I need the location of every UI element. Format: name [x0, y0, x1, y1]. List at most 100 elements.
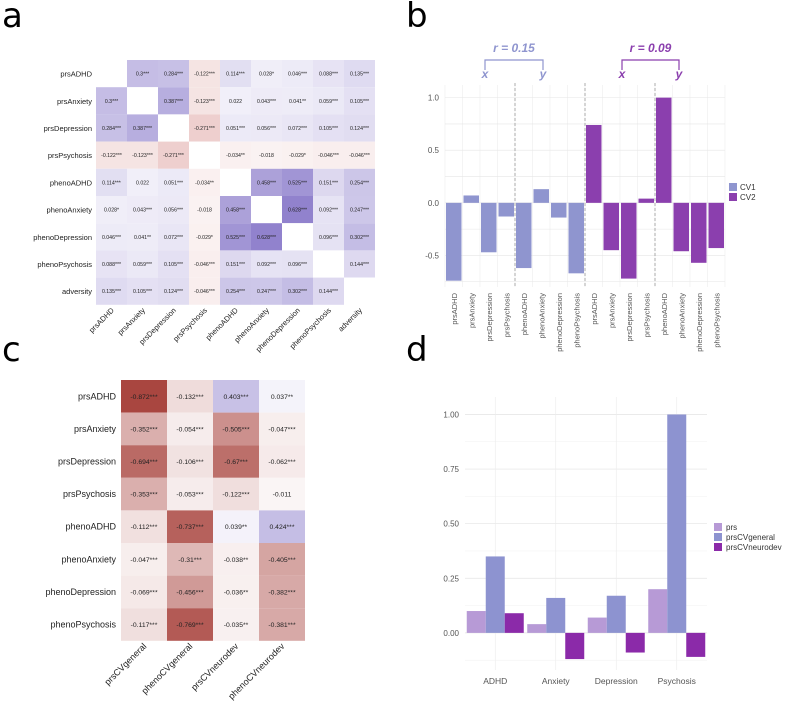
heatmap-cell	[121, 445, 167, 478]
heatmap-cell	[158, 223, 189, 251]
x-tick-label: phenoPsychosis	[712, 293, 721, 348]
heatmap-cell	[344, 87, 375, 115]
heatmap-cell-label: 0.072***	[288, 126, 307, 132]
heatmap-cell-label: 0.135***	[350, 72, 369, 78]
heatmap-cell	[282, 168, 313, 196]
heatmap-cell-label: -0.769***	[176, 622, 204, 629]
heatmap-cell-label: 0.525***	[288, 180, 307, 186]
heatmap-cell	[220, 141, 251, 169]
x-tick-label: prsDepression	[485, 293, 494, 341]
heatmap-cell	[259, 380, 305, 413]
heatmap-cell	[313, 223, 344, 251]
heatmap-cell	[213, 543, 259, 576]
heatmap-cell-label: 0.247***	[350, 208, 369, 214]
heatmap-cell	[213, 412, 259, 446]
heatmap-cell-label: 0.041**	[289, 99, 306, 105]
heatmap-cell-label: 0.088***	[102, 262, 121, 268]
bar-cv2	[691, 202, 707, 263]
heatmap-cell	[167, 380, 213, 413]
heatmap-col-label: prsAnxiety	[116, 306, 147, 337]
heatmap-row-label: phenoADHD	[50, 178, 93, 187]
bar-prscvneurodev	[686, 632, 706, 657]
heatmap-cell	[313, 168, 344, 196]
panel-letter-a: a	[2, 0, 23, 36]
heatmap-cell	[251, 196, 282, 224]
x-tick-label: Depression	[595, 676, 638, 686]
heatmap-cell	[96, 277, 127, 305]
y-tick-label: 0.75	[443, 465, 459, 474]
heatmap-cell	[344, 250, 375, 278]
legend-swatch	[714, 523, 722, 531]
heatmap-cell	[220, 223, 251, 251]
bar-prscvneurodev	[504, 613, 524, 633]
heatmap-cell-label: 0.628***	[257, 235, 276, 241]
heatmap-cell-label: -0.053***	[176, 492, 204, 499]
heatmap-cell-label: 0.124***	[164, 289, 183, 295]
heatmap-cell-label: 0.096***	[288, 262, 307, 268]
heatmap-cell	[313, 114, 344, 142]
heatmap-cell-label: 0.284***	[102, 126, 121, 132]
heatmap-cell	[189, 223, 220, 251]
heatmap-cell	[189, 277, 220, 305]
heatmap-cell-label: 0.144***	[350, 262, 369, 268]
heatmap-c: -0.872*** -0.132*** 0.403*** 0.037** -0.352*…	[45, 380, 305, 701]
heatmap-row-label: prsPsychosis	[63, 489, 117, 499]
heatmap-cell	[96, 87, 127, 115]
heatmap-cell-label: -0.112***	[131, 524, 158, 531]
heatmap-cell	[121, 608, 167, 641]
heatmap-cell-label: 0.284***	[164, 72, 183, 78]
heatmap-cell-label: 0.096***	[319, 235, 338, 241]
heatmap-cell	[282, 250, 313, 278]
x-tick-label: prsPsychosis	[502, 293, 511, 337]
heatmap-cell	[158, 87, 189, 115]
legend-label: prs	[726, 523, 737, 532]
heatmap-cell	[189, 250, 220, 278]
bar-prs	[527, 624, 547, 633]
legend-swatch	[714, 533, 722, 541]
heatmap-cell	[167, 477, 213, 511]
panel-letter-d: d	[406, 330, 428, 370]
heatmap-row-label: phenoDepression	[45, 587, 116, 597]
bar-cv2	[656, 97, 672, 203]
x-tick-label: phenoDepression	[555, 293, 564, 352]
heatmap-cell	[127, 196, 158, 224]
x-tick-label: prsAnxiety	[467, 293, 476, 328]
heatmap-cell-label: 0.059***	[133, 262, 152, 268]
heatmap-cell	[96, 60, 127, 88]
y-tick-label: 0.0	[428, 199, 440, 208]
y-tick-label: 0.00	[443, 629, 459, 638]
heatmap-cell	[313, 87, 344, 115]
bar-prscvgeneral	[485, 556, 505, 633]
heatmap-cell-label: 0.037**	[271, 394, 294, 401]
y-tick-label: 0.5	[428, 146, 440, 155]
heatmap-cell	[344, 223, 375, 251]
heatmap-cell-label: 0.628***	[288, 208, 307, 214]
heatmap-cell-label: -0.117***	[131, 622, 158, 629]
bar-cv1	[498, 202, 514, 217]
heatmap-cell	[167, 510, 213, 543]
heatmap-cell-label: 0.028*	[259, 72, 274, 78]
x-tick-label: prsADHD	[590, 292, 599, 324]
heatmap-cell-label: -0.062***	[268, 459, 296, 466]
bar-cv1	[551, 202, 567, 218]
annotation-x: x	[618, 67, 627, 81]
heatmap-cell-label: 0.022	[229, 99, 242, 105]
heatmap-cell	[213, 477, 259, 511]
bar-cv1	[446, 202, 462, 281]
heatmap-cell	[121, 380, 167, 413]
legend-label: CV2	[740, 193, 756, 202]
heatmap-cell-label: -0.122***	[194, 72, 215, 78]
heatmap-cell	[251, 250, 282, 278]
heatmap-cell-label: -0.123***	[194, 99, 215, 105]
heatmap-cell-label: 0.028*	[104, 208, 119, 214]
heatmap-cell	[189, 60, 220, 88]
heatmap-cell-label: -0.054***	[176, 426, 204, 433]
heatmap-cell	[167, 543, 213, 576]
panel-letter-b: b	[406, 0, 428, 36]
bar-prscvneurodev	[565, 632, 585, 660]
heatmap-cell	[251, 223, 282, 251]
heatmap-cell-label: 0.254***	[226, 289, 245, 295]
heatmap-col-label: phenoCVgeneral	[140, 641, 195, 696]
bar-cv2	[638, 198, 654, 203]
heatmap-cell-label: 0.022	[136, 180, 149, 186]
